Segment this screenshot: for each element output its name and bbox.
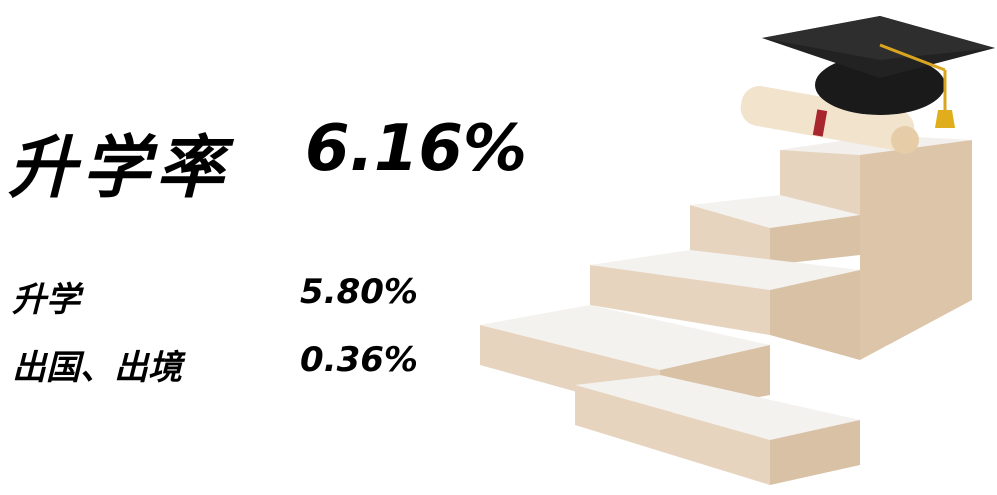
page: 升学率 6.16% 升学 5.80% 出国、出境 0.36%: [0, 0, 997, 495]
stairs-illustration: [0, 0, 997, 495]
